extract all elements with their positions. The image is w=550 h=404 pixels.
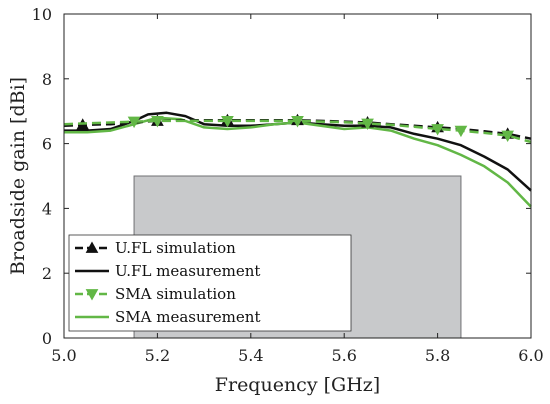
y-tick-label: 10 <box>32 5 52 24</box>
series-marker-sma-simulation <box>221 116 234 128</box>
series-marker-sma-simulation <box>151 116 164 128</box>
series-marker-sma-simulation <box>361 118 374 131</box>
x-tick-label: 5.8 <box>425 346 450 365</box>
y-axis-label: Broadside gain [dBi] <box>7 77 29 275</box>
x-tick-label: 6.0 <box>518 346 543 365</box>
plot-frame <box>63 13 532 339</box>
y-tick-label: 2 <box>42 264 52 283</box>
legend-label-sma-measurement: SMA measurement <box>115 308 260 326</box>
x-axis-label: Frequency [GHz] <box>215 374 380 396</box>
tick-layer: 5.0 5.2 5.4 5.6 5.8 6.0 0 2 4 6 8 10 <box>32 5 544 365</box>
x-tick-label: 5.0 <box>51 346 76 365</box>
legend: U.FL simulation U.FL measurement SMA simul… <box>68 234 352 332</box>
legend-label-sma-simulation: SMA simulation <box>115 285 236 303</box>
series-line-sma-simulation <box>63 119 532 144</box>
y-tick-label: 6 <box>42 135 52 154</box>
series-marker-sma-simulation <box>291 116 304 128</box>
y-tick-label: 4 <box>42 199 52 218</box>
series-marker-sma-simulation <box>454 125 468 138</box>
series-marker-sma-simulation <box>501 130 514 143</box>
series-marker-sma-simulation <box>127 116 141 129</box>
series-marker-sma-simulation <box>431 124 444 136</box>
x-tick-label: 5.6 <box>331 346 356 365</box>
x-tick-label: 5.4 <box>238 346 263 365</box>
legend-label-u-fl-simulation: U.FL simulation <box>115 239 236 257</box>
y-tick-label: 8 <box>42 70 52 89</box>
legend-label-u-fl-measurement: U.FL measurement <box>115 262 260 280</box>
legend-box <box>68 234 352 332</box>
series-layer <box>63 111 532 208</box>
legend-marker-sma-simulation <box>85 289 99 301</box>
legend-marker-u-fl-simulation <box>85 241 99 253</box>
x-tick-label: 5.2 <box>145 346 170 365</box>
y-tick-label: 0 <box>42 329 52 348</box>
